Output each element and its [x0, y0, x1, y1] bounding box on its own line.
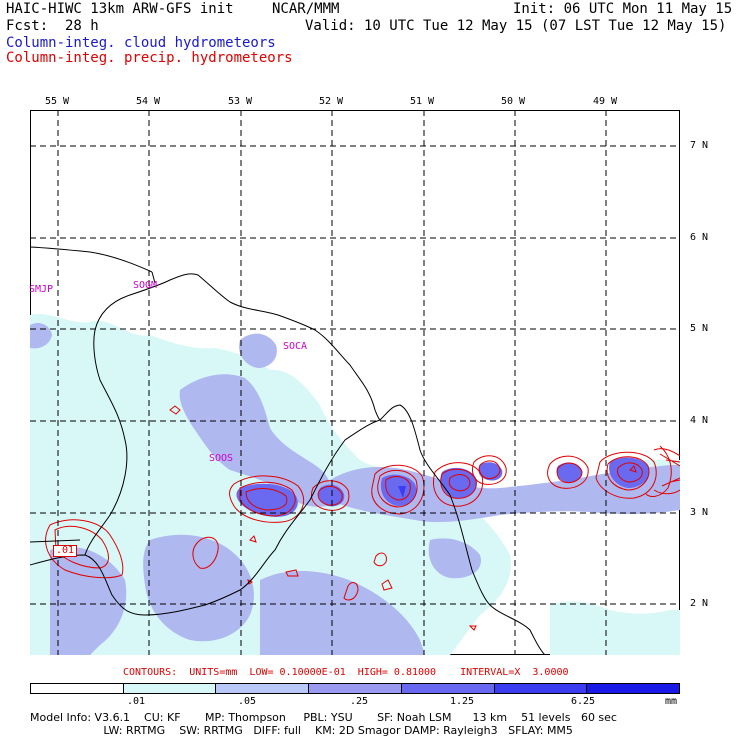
scale-box-4: [309, 684, 402, 693]
lat-label-4n: 4 N: [690, 415, 709, 426]
latlon-grid: [30, 110, 680, 655]
scale-box-6: [494, 684, 588, 693]
color-scale-bar: [30, 683, 680, 694]
coastlines: [30, 246, 546, 655]
scale-units: mm: [665, 696, 678, 707]
station-soos: SOOS: [209, 453, 234, 464]
lat-label-7n: 7 N: [690, 140, 709, 151]
scale-tick-4: 1.25: [450, 696, 475, 707]
station-sogm: SOGM: [133, 280, 158, 291]
scale-tick-3: .25: [350, 696, 369, 707]
precip-contours: [45, 405, 680, 631]
cloud-field-core: [398, 486, 406, 498]
lat-label-6n: 6 N: [690, 232, 709, 243]
valid-time: Valid: 10 UTC Tue 12 May 15 (07 LST Tue …: [305, 18, 727, 34]
cloud-field-dense: [236, 457, 649, 517]
scale-box-7: [587, 684, 680, 693]
lat-label-3n: 3 N: [690, 507, 709, 518]
scale-tick-5: 6.25: [571, 696, 596, 707]
lon-label-50w: 50 W: [501, 96, 526, 107]
station-soca: SOCA: [283, 341, 308, 352]
station-smjp: SMJP: [29, 284, 54, 295]
scale-tick-1: .01: [127, 696, 146, 707]
lon-label-52w: 52 W: [319, 96, 344, 107]
scale-box-3: [216, 684, 310, 693]
cloud-field-medium: [30, 323, 680, 655]
legend-cloud-hydrometeors: Column-integ. cloud hydrometeors: [6, 35, 276, 51]
lat-label-5n: 5 N: [690, 323, 709, 334]
model-info-line-2: LW: RRTMG SW: RRTMG DIFF: full KM: 2D Sm…: [30, 724, 573, 737]
scale-box-1: [31, 684, 124, 693]
init-time: Init: 06 UTC Mon 11 May 15: [513, 1, 733, 17]
lon-label-54w: 54 W: [136, 96, 161, 107]
lon-label-49w: 49 W: [593, 96, 618, 107]
map-canvas: [30, 110, 680, 655]
model-info-line-1: Model Info: V3.6.1 CU: KF MP: Thompson P…: [30, 711, 617, 724]
legend-precip-hydrometeors: Column-integ. precip. hydrometeors: [6, 50, 293, 66]
scale-box-2: [123, 684, 217, 693]
contour-value-label: .01: [53, 545, 78, 557]
forecast-hour: 28 h: [65, 18, 99, 34]
lon-label-51w: 51 W: [410, 96, 435, 107]
lon-label-53w: 53 W: [228, 96, 253, 107]
scale-tick-2: .05: [238, 696, 257, 707]
scale-box-5: [401, 684, 495, 693]
lon-label-55w: 55 W: [45, 96, 70, 107]
agency-label: NCAR/MMM: [272, 1, 340, 17]
forecast-label: Fcst:: [6, 18, 49, 34]
model-title: HAIC-HIWC 13km ARW-GFS init: [6, 1, 234, 17]
contour-info: CONTOURS: UNITS=mm LOW= 0.10000E-01 HIGH…: [123, 667, 569, 678]
lat-label-2n: 2 N: [690, 598, 709, 609]
map-panel: SMJP SOGM SOCA SOOS .01: [29, 110, 680, 655]
